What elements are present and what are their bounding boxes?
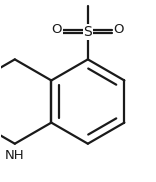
Text: S: S [83,25,92,39]
Text: O: O [52,23,62,36]
Text: O: O [114,23,124,36]
Text: NH: NH [5,149,25,162]
